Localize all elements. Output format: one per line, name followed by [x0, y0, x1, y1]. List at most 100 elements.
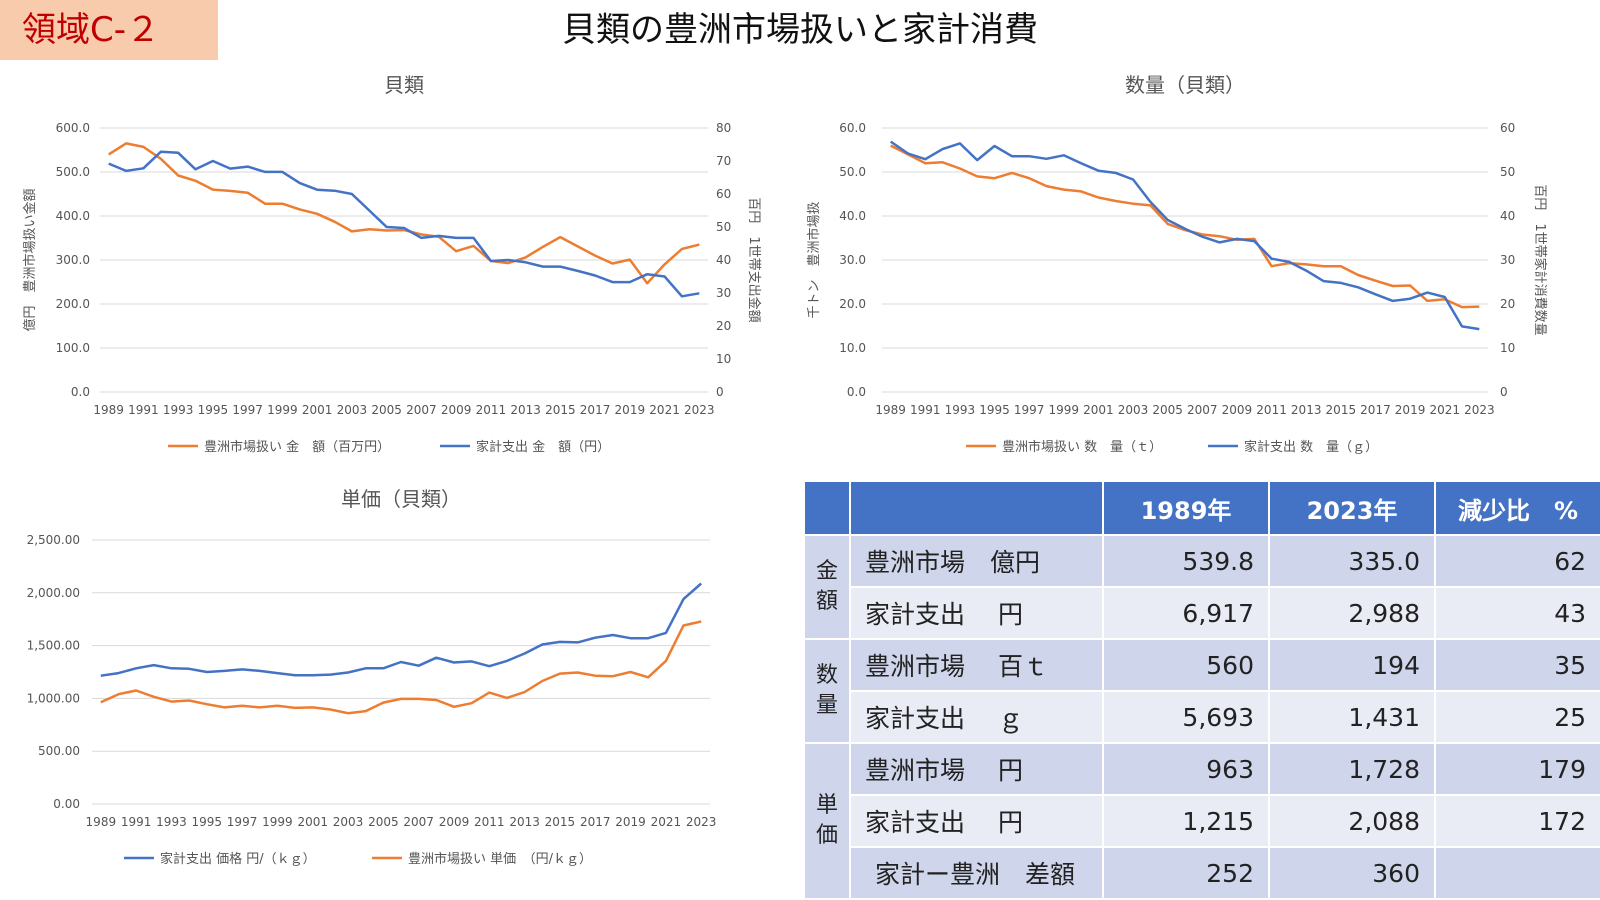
page-title: 貝類の豊洲市場扱いと家計消費 — [562, 10, 1038, 50]
cell-ratio: 35 — [1434, 638, 1600, 692]
x-tick-label: 2015 — [545, 403, 576, 417]
legend-label: 豊洲市場扱い 金 額（百万円） — [204, 439, 390, 455]
table-row: 家計支出 円 6,917 2,988 43 — [804, 586, 1600, 640]
x-tick-label: 2005 — [1152, 403, 1183, 417]
cell-2023: 335.0 — [1268, 534, 1436, 588]
y-axis-title: 千トン 豊洲市場扱 — [806, 201, 822, 318]
section-badge: 領域C-２ — [0, 0, 218, 60]
x-tick-label: 2005 — [368, 815, 399, 829]
table-row: 数量 豊洲市場 百ｔ 560 194 35 — [803, 638, 1600, 744]
row-label: 家計ー豊洲 差額 — [849, 846, 1104, 900]
x-tick-label: 1997 — [227, 815, 258, 829]
y-tick-label: 500.00 — [38, 744, 80, 758]
group-label-amount: 金額 — [803, 534, 851, 640]
y-tick-label: 0.0 — [71, 385, 90, 399]
x-tick-label: 2021 — [1429, 403, 1460, 417]
cell-1989: 5,693 — [1102, 690, 1270, 744]
table-row: 家計ー豊洲 差額 252 360 — [804, 846, 1600, 900]
legend-label: 家計支出 数 量（ｇ） — [1244, 439, 1378, 455]
y-tick-label: 20.0 — [839, 297, 866, 311]
amount-chart: 貝類 600.0 500.0 400.0 300.0 200.0 100.0 0.0 80 70 6… — [22, 73, 762, 455]
x-tick-label: 2021 — [649, 403, 680, 417]
header-cell — [849, 480, 1104, 536]
legend-label: 家計支出 金 額（円） — [476, 439, 610, 455]
cell-2023: 1,728 — [1268, 742, 1436, 796]
x-tick-label: 2019 — [615, 403, 646, 417]
x-tick-label: 2019 — [1395, 403, 1426, 417]
y-tick-label: 2,000.00 — [27, 586, 80, 600]
y2-tick-label: 60 — [1500, 121, 1515, 135]
y2-tick-label: 50 — [716, 220, 731, 234]
group-label-unit-price: 単価 — [803, 742, 851, 900]
x-tick-label: 1989 — [875, 403, 906, 417]
summary-table: 1989年 2023年 減少比 % 金額 豊洲市場 億円 539.8 335.0… — [803, 480, 1600, 900]
header-cell-ratio: 減少比 % — [1434, 480, 1600, 536]
x-tick-label: 2017 — [1360, 403, 1391, 417]
x-tick-label: 1997 — [232, 403, 263, 417]
x-tick-label: 2013 — [509, 815, 540, 829]
y-tick-label: 30.0 — [839, 253, 866, 267]
cell-1989: 252 — [1102, 846, 1270, 900]
y2-axis-title: 百円 1世帯支出金額 — [746, 197, 762, 322]
x-tick-label: 2001 — [297, 815, 328, 829]
x-tick-label: 2005 — [371, 403, 402, 417]
series-line-1 — [108, 150, 700, 298]
cell-ratio: 62 — [1434, 534, 1600, 588]
y2-tick-label: 80 — [716, 121, 731, 135]
x-tick-label: 1999 — [262, 815, 293, 829]
y-tick-label: 10.0 — [839, 341, 866, 355]
x-tick-label: 1995 — [979, 403, 1010, 417]
row-label: 家計支出 ｇ — [849, 690, 1104, 744]
row-label: 家計支出 円 — [849, 586, 1104, 640]
x-tick-label: 1991 — [910, 403, 941, 417]
x-tick-label: 1999 — [1049, 403, 1080, 417]
table-row: 単価 豊洲市場 円 963 1,728 179 — [803, 742, 1600, 900]
x-tick-label: 2007 — [403, 815, 434, 829]
cell-ratio: 25 — [1434, 690, 1600, 744]
row-label: 豊洲市場 百ｔ — [849, 638, 1104, 692]
x-tick-label: 2003 — [337, 403, 368, 417]
y-axis-title: 億円 豊洲市場扱い金額 — [22, 188, 38, 331]
x-tick-label: 1989 — [93, 403, 124, 417]
row-label: 家計支出 円 — [849, 794, 1104, 848]
x-tick-label: 2009 — [441, 403, 472, 417]
x-tick-label: 2019 — [615, 815, 646, 829]
chart-title: 貝類 — [384, 73, 424, 97]
y2-tick-label: 60 — [716, 187, 731, 201]
cell-2023: 2,988 — [1268, 586, 1436, 640]
y2-tick-label: 0 — [716, 385, 724, 399]
y-tick-label: 1,500.00 — [27, 639, 80, 653]
series-line-1 — [100, 620, 702, 715]
group-label-quantity: 数量 — [803, 638, 851, 744]
header-cell-1989: 1989年 — [1102, 480, 1270, 536]
x-tick-label: 1993 — [163, 403, 194, 417]
x-tick-label: 1989 — [86, 815, 117, 829]
x-tick-label: 2021 — [651, 815, 682, 829]
y-tick-label: 2,500.00 — [27, 533, 80, 547]
row-label: 豊洲市場 億円 — [849, 534, 1104, 588]
unit-price-chart: 単価（貝類） 2,500.00 2,000.00 1,500.00 1,000.00 50… — [27, 487, 717, 867]
x-tick-label: 1991 — [121, 815, 152, 829]
series-line-0 — [890, 144, 1480, 309]
series-line-1 — [889, 140, 1480, 331]
y2-tick-label: 30 — [1500, 253, 1515, 267]
y2-tick-label: 40 — [1500, 209, 1515, 223]
y-tick-label: 600.0 — [56, 121, 90, 135]
y2-tick-label: 40 — [716, 253, 731, 267]
x-tick-label: 2011 — [476, 403, 507, 417]
y-tick-label: 400.0 — [56, 209, 90, 223]
x-tick-label: 1991 — [128, 403, 159, 417]
x-tick-label: 2023 — [684, 403, 715, 417]
cell-2023: 1,431 — [1268, 690, 1436, 744]
x-tick-label: 2001 — [1083, 403, 1114, 417]
x-tick-label: 2001 — [302, 403, 333, 417]
y-tick-label: 100.0 — [56, 341, 90, 355]
table-row: 金額 豊洲市場 億円 539.8 335.0 62 — [803, 534, 1600, 640]
x-tick-label: 2015 — [1326, 403, 1357, 417]
table-header-row: 1989年 2023年 減少比 % — [803, 480, 1600, 536]
x-tick-label: 2015 — [545, 815, 576, 829]
y2-tick-label: 0 — [1500, 385, 1508, 399]
x-tick-label: 1993 — [945, 403, 976, 417]
chart-title: 数量（貝類） — [1125, 73, 1245, 97]
y2-tick-label: 30 — [716, 286, 731, 300]
